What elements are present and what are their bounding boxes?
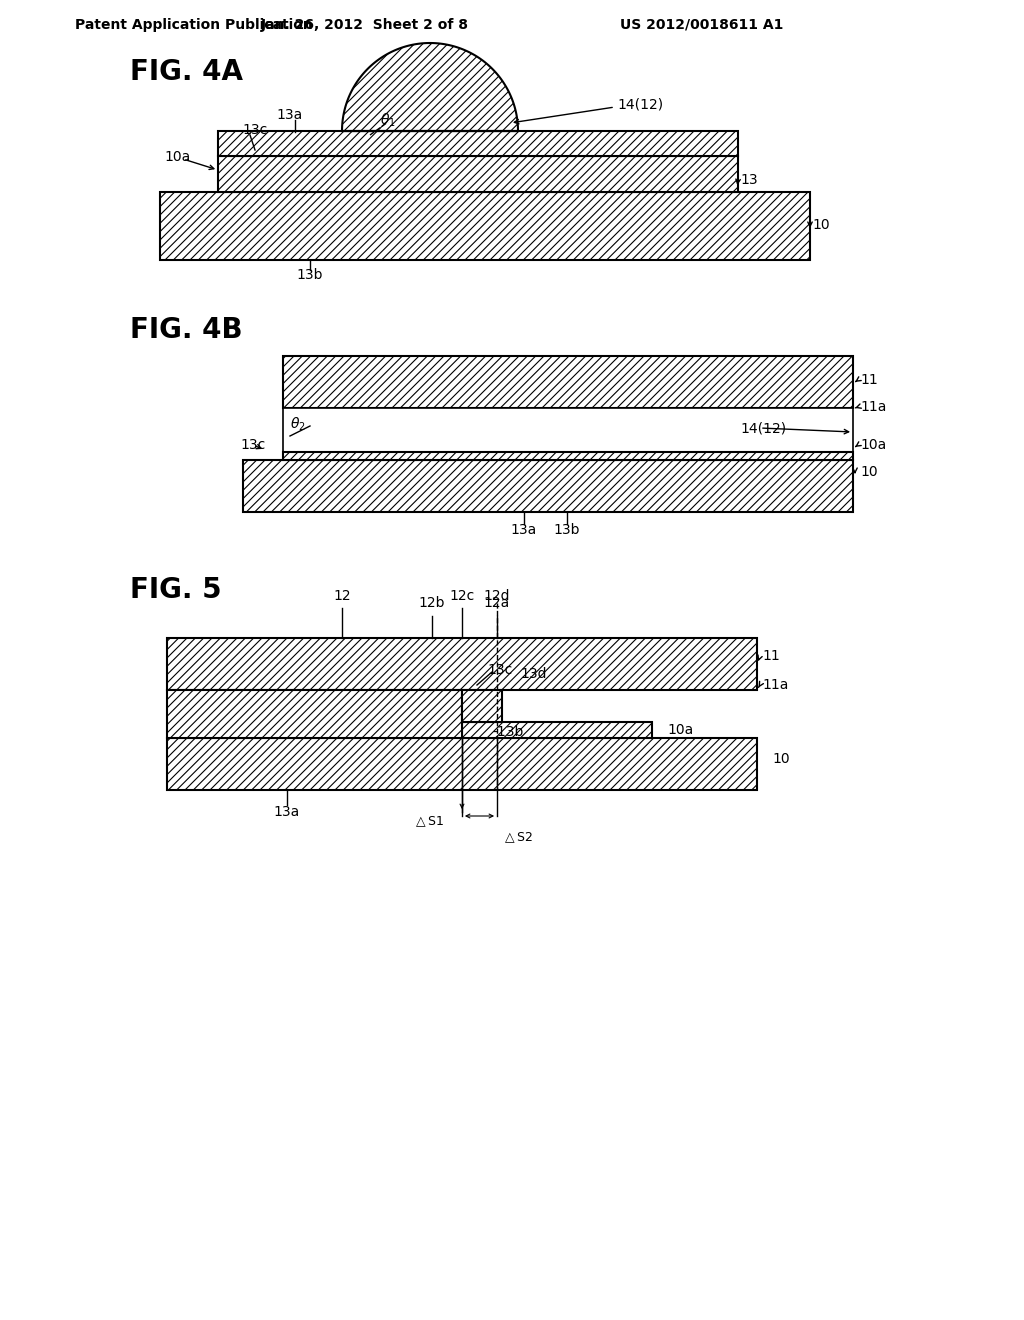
Text: FIG. 4A: FIG. 4A [130,58,243,86]
Bar [283,451,853,459]
Text: FIG. 4B: FIG. 4B [130,315,243,345]
Text: Jan. 26, 2012  Sheet 2 of 8: Jan. 26, 2012 Sheet 2 of 8 [261,18,469,32]
Bar [283,408,853,459]
Text: 12d: 12d [483,589,510,603]
Text: 13c: 13c [487,663,512,677]
Text: $\theta$$_1$: $\theta$$_1$ [380,111,396,129]
Bar [167,638,757,690]
Text: 13c: 13c [240,438,265,451]
Text: 13b: 13b [297,268,324,282]
Bar [462,690,502,722]
Text: 11: 11 [860,374,878,387]
Text: 10a: 10a [860,438,886,451]
Text: 10: 10 [812,218,829,232]
Bar [167,690,462,738]
Text: 14(12): 14(12) [740,421,786,436]
Text: 14(12): 14(12) [617,98,664,112]
Text: 13a: 13a [276,108,303,121]
Text: 12a: 12a [484,597,510,610]
Text: FIG. 5: FIG. 5 [130,576,221,605]
Text: 13: 13 [740,173,758,187]
Bar [160,191,810,260]
Text: 10a: 10a [164,150,190,164]
Text: 10: 10 [860,465,878,479]
Text: $\triangle$S1: $\triangle$S1 [413,814,444,829]
Bar [283,356,853,408]
Text: 10a: 10a [667,723,693,737]
Text: 13a: 13a [273,805,300,818]
Bar [167,738,757,789]
Text: 12: 12 [333,589,351,603]
Text: 13b: 13b [554,523,581,537]
Bar [243,459,853,512]
Text: Patent Application Publication: Patent Application Publication [75,18,312,32]
Text: 13a: 13a [511,523,538,537]
Text: $\theta$$_2$: $\theta$$_2$ [290,416,306,433]
Text: 13c: 13c [242,123,267,137]
Text: 10: 10 [772,752,790,766]
Bar [218,131,738,156]
Text: -13b: -13b [492,725,523,739]
Bar [462,722,652,738]
Text: 11a: 11a [762,678,788,692]
Text: $\triangle$S2: $\triangle$S2 [502,830,534,845]
Text: 12c: 12c [450,589,475,603]
Text: US 2012/0018611 A1: US 2012/0018611 A1 [620,18,783,32]
Text: 13d: 13d [520,667,547,681]
Text: 11: 11 [762,649,779,663]
Bar [218,156,738,191]
Text: 12b: 12b [419,597,445,610]
Polygon shape [342,44,518,131]
Text: 11a: 11a [860,400,887,414]
